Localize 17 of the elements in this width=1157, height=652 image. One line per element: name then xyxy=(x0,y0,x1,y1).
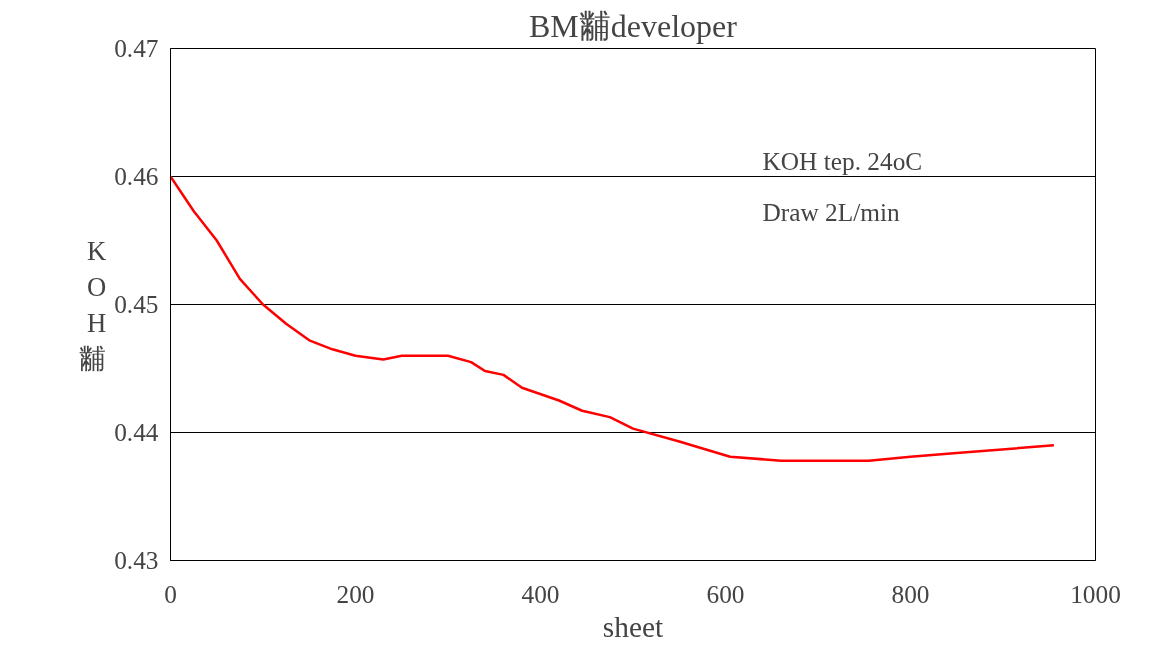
x-tick-label: 1000 xyxy=(1070,579,1121,608)
y-tick-label: 0.46 xyxy=(114,162,159,190)
x-tick-label: 600 xyxy=(706,579,745,608)
y-tick-label: 0.45 xyxy=(114,290,159,318)
x-tick-label: 400 xyxy=(521,579,560,608)
x-tick-label: 0 xyxy=(164,579,177,608)
annotation: Draw 2L/min xyxy=(762,198,900,227)
line-series xyxy=(170,175,1056,462)
annotation: KOH tep. 24oC xyxy=(762,147,923,176)
x-tick-label: 800 xyxy=(891,579,930,608)
x-tick-label: 200 xyxy=(336,579,375,608)
y-tick-label: 0.44 xyxy=(114,418,159,446)
y-axis-title: KOH黼 xyxy=(79,235,107,374)
y-tick-label: 0.47 xyxy=(114,34,159,62)
chart-title: BM黼developer xyxy=(529,7,738,44)
y-tick-label: 0.43 xyxy=(114,546,159,574)
x-axis-title: sheet xyxy=(602,610,664,643)
